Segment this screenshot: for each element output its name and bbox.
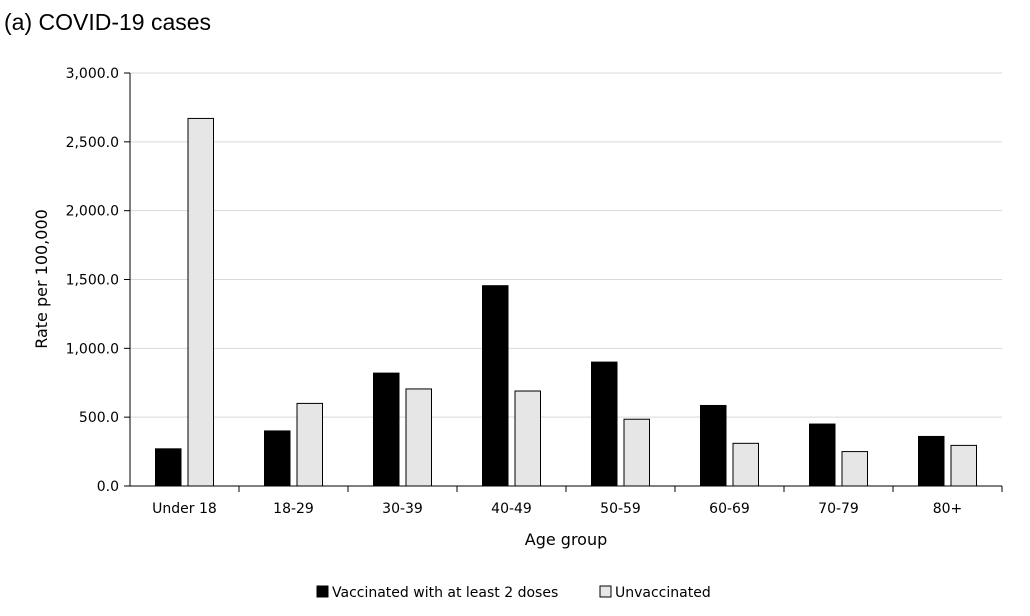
legend-label: Vaccinated with at least 2 doses xyxy=(332,585,558,601)
y-tick-label: 1,000.0 xyxy=(66,341,119,357)
bar-unvaccinated xyxy=(187,117,214,487)
bars xyxy=(155,117,977,487)
bar-vaccinated xyxy=(373,372,400,487)
x-tick-label: 18-29 xyxy=(273,501,314,517)
y-tick-label: 3,000.0 xyxy=(66,66,119,82)
x-axis-label: Age group xyxy=(525,530,608,549)
y-tick-label: 0.0 xyxy=(97,479,119,495)
bar-vaccinated xyxy=(700,404,727,487)
x-tick-label: 40-49 xyxy=(491,501,532,517)
x-tick-label: 60-69 xyxy=(709,501,750,517)
y-axis-label: Rate per 100,000 xyxy=(32,209,51,349)
bar-vaccinated xyxy=(155,448,182,487)
bar-unvaccinated xyxy=(405,388,432,487)
bar-unvaccinated xyxy=(623,418,650,487)
bar-vaccinated xyxy=(591,361,618,487)
legend-swatch xyxy=(316,585,329,598)
bar-unvaccinated xyxy=(296,402,323,487)
bar-vaccinated xyxy=(918,435,945,487)
bar-vaccinated xyxy=(482,285,509,487)
gridlines xyxy=(130,72,1002,418)
bar-vaccinated xyxy=(809,423,836,487)
bar-vaccinated xyxy=(264,430,291,487)
x-tick-label: 80+ xyxy=(933,501,963,517)
x-tick-label: 30-39 xyxy=(382,501,423,517)
y-tick-label: 2,500.0 xyxy=(66,135,119,151)
legend: Vaccinated with at least 2 doses Unvaccin… xyxy=(316,585,711,601)
bar-unvaccinated xyxy=(841,451,868,487)
legend-swatch xyxy=(599,585,612,598)
y-axis-ticks: 0.0 500.0 1,000.0 1,500.0 2,000.0 2,500.0 3,00… xyxy=(66,66,130,495)
legend-label: Unvaccinated xyxy=(615,585,711,601)
bar-unvaccinated xyxy=(732,442,759,487)
bar-unvaccinated xyxy=(950,444,977,487)
x-tick-label: 70-79 xyxy=(818,501,859,517)
x-tick-label: 50-59 xyxy=(600,501,641,517)
y-tick-label: 500.0 xyxy=(79,410,119,426)
y-tick-label: 2,000.0 xyxy=(66,204,119,220)
x-tick-label: Under 18 xyxy=(152,501,217,517)
chart-title: (a) COVID-19 cases xyxy=(4,9,212,35)
bar-unvaccinated xyxy=(514,390,541,487)
x-axis-ticks: Under 18 18-29 30-39 40-49 50-59 60-69 70-79 80… xyxy=(152,486,1003,517)
y-tick-label: 1,500.0 xyxy=(66,273,119,289)
